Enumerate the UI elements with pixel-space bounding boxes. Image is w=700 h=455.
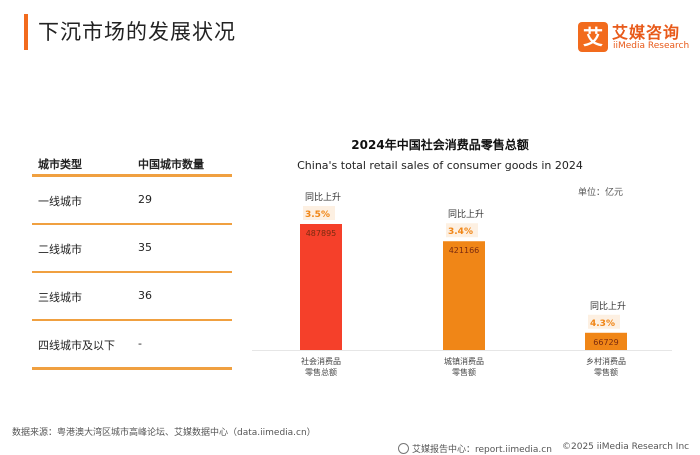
table-cell-type: 三线城市 [38,291,82,304]
table-row: 三线城市 36 [32,273,232,321]
table-cell-count: 35 [138,241,152,254]
bar-value-label: 421166 [449,246,480,255]
bar-value-label: 66729 [593,338,618,347]
bar [585,332,627,350]
table-row: 四线城市及以下 - [32,321,232,370]
chart-title: 2024年中国社会消费品零售总额 [351,138,529,152]
bar [443,241,485,350]
table-header: 城市类型 中国城市数量 [32,156,232,177]
growth-value: 3.4% [448,227,473,237]
table-header-city-type: 城市类型 [38,158,82,171]
category-label: 零售额 [594,367,618,377]
growth-badge-bg [303,206,335,220]
chart-subtitle: China's total retail sales of consumer g… [297,159,583,172]
growth-value: 4.3% [590,319,615,329]
footer-report-center: 艾媒报告中心：report.iimedia.cn [398,442,552,455]
city-count-table: 城市类型 中国城市数量 一线城市 29 二线城市 35 三线城市 36 四线城市… [32,156,232,370]
category-label: 零售额 [452,367,476,377]
logo-text-cn: 艾媒咨询 [612,23,681,42]
data-source-note: 数据来源：粤港澳大湾区城市高峰论坛、艾媒数据中心（data.iimedia.cn… [12,428,316,438]
title-accent-bar [24,14,28,50]
category-label: 零售总额 [305,367,337,377]
footer-copyright: ©2025 iiMedia Research Inc [562,442,690,452]
table-header-city-count: 中国城市数量 [138,158,204,171]
bar [300,224,342,350]
page-title: 下沉市场的发展状况 [38,20,236,44]
globe-icon [398,443,409,454]
table-cell-count: 29 [138,193,152,206]
table-cell-count: 36 [138,289,152,302]
logo-text-en: iiMedia Research [613,41,690,51]
footer-report-center-text: 艾媒报告中心：report.iimedia.cn [412,445,552,455]
table-row: 二线城市 35 [32,225,232,273]
table-row: 一线城市 29 [32,177,232,225]
table-cell-type: 一线城市 [38,195,82,208]
growth-label: 同比上升 [448,208,484,220]
category-label: 城镇消费品 [444,356,484,366]
category-label: 社会消费品 [301,356,341,366]
table-cell-type: 四线城市及以下 [38,339,115,352]
growth-value: 3.5% [305,210,330,220]
growth-badge-bg [446,223,478,238]
growth-label: 同比上升 [305,191,341,203]
table-cell-count: - [138,337,142,350]
chart-unit-label: 单位：亿元 [578,188,624,198]
category-label: 乡村消费品 [586,356,626,366]
bar-value-label: 487895 [306,229,337,238]
table-cell-type: 二线城市 [38,243,82,256]
growth-badge-bg [588,314,620,329]
iimedia-logo-icon: 艾 [578,22,608,52]
growth-label: 同比上升 [590,300,626,312]
